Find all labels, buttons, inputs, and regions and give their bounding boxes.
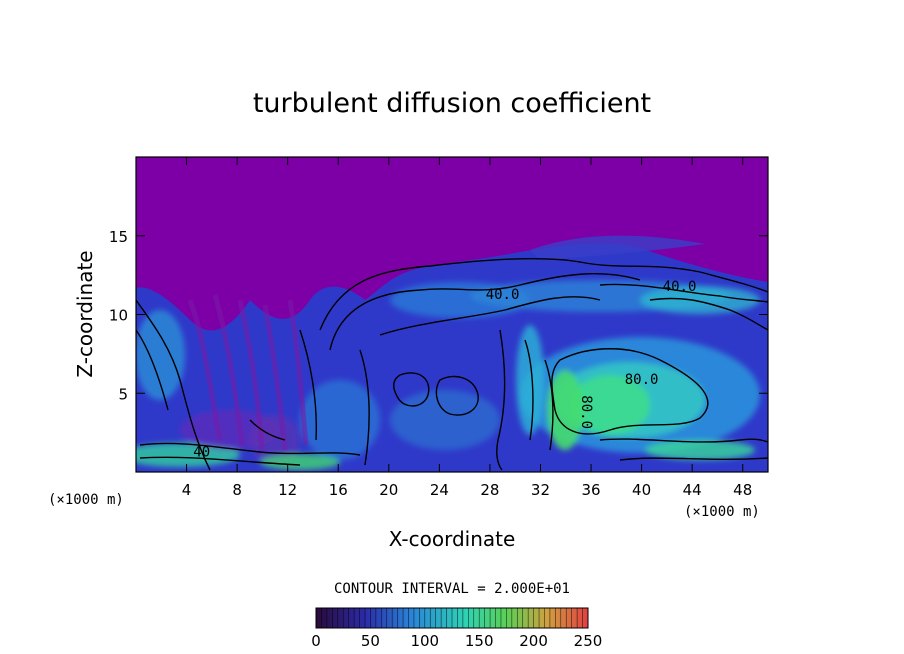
colorbar-ticks: 0 50 100 150 200 250: [311, 632, 602, 650]
x-tick-label: 12: [278, 481, 297, 499]
y-tick-label: 15: [109, 228, 128, 246]
x-axis: 4 8 12 16 20 24 28 32 36 40 44 48: [182, 157, 752, 499]
colorbar-tick-label: 0: [311, 632, 321, 650]
x-tick-label: 48: [733, 481, 752, 499]
x-tick-label: 40: [632, 481, 651, 499]
wave-streaks: [187, 294, 309, 451]
plot-area: 40.0 40.0 80.0 80.0 40: [136, 157, 768, 472]
x-tick-label: 36: [581, 481, 600, 499]
x-tick-label: 20: [379, 481, 398, 499]
x-tick-label: 8: [232, 481, 242, 499]
contour-interval-text: CONTOUR INTERVAL = 2.000E+01: [334, 581, 570, 597]
x-tick-label: 4: [182, 481, 192, 499]
contour-label: 40: [193, 444, 210, 460]
colorbar: 0 50 100 150 200 250: [311, 607, 602, 650]
contour-lines: [136, 257, 768, 471]
x-tick-label: 32: [531, 481, 550, 499]
colorbar-tick-label: 250: [574, 632, 603, 650]
contour-label: 80.0: [578, 395, 594, 429]
x-unit-label-left: (×1000 m): [48, 492, 124, 508]
chart-title: turbulent diffusion coefficient: [253, 88, 651, 119]
colorbar-stripes: [321, 608, 583, 628]
colorbar-tick-label: 50: [361, 632, 380, 650]
colorbar-tick-label: 100: [410, 632, 439, 650]
colorbar-tick-label: 150: [465, 632, 494, 650]
x-unit-label-right: (×1000 m): [684, 504, 760, 520]
contour-labels: 40.0 40.0 80.0 80.0 40: [193, 279, 696, 460]
y-tick-label: 5: [118, 385, 128, 403]
x-tick-label: 44: [683, 481, 702, 499]
x-axis-title: X-coordinate: [389, 527, 516, 551]
upper-sheet: [530, 235, 705, 260]
x-tick-label: 24: [430, 481, 449, 499]
y-axis-title: Z-coordinate: [73, 250, 97, 377]
contour-label: 80.0: [625, 372, 659, 388]
x-tick-label: 16: [329, 481, 348, 499]
x-tick-label: 28: [480, 481, 499, 499]
field-patches: [136, 280, 760, 470]
y-tick-label: 10: [109, 307, 128, 325]
contour-label: 40.0: [486, 287, 520, 303]
y-axis: 5 10 15: [109, 228, 768, 403]
contour-label: 40.0: [663, 279, 697, 295]
colorbar-tick-label: 200: [519, 632, 548, 650]
